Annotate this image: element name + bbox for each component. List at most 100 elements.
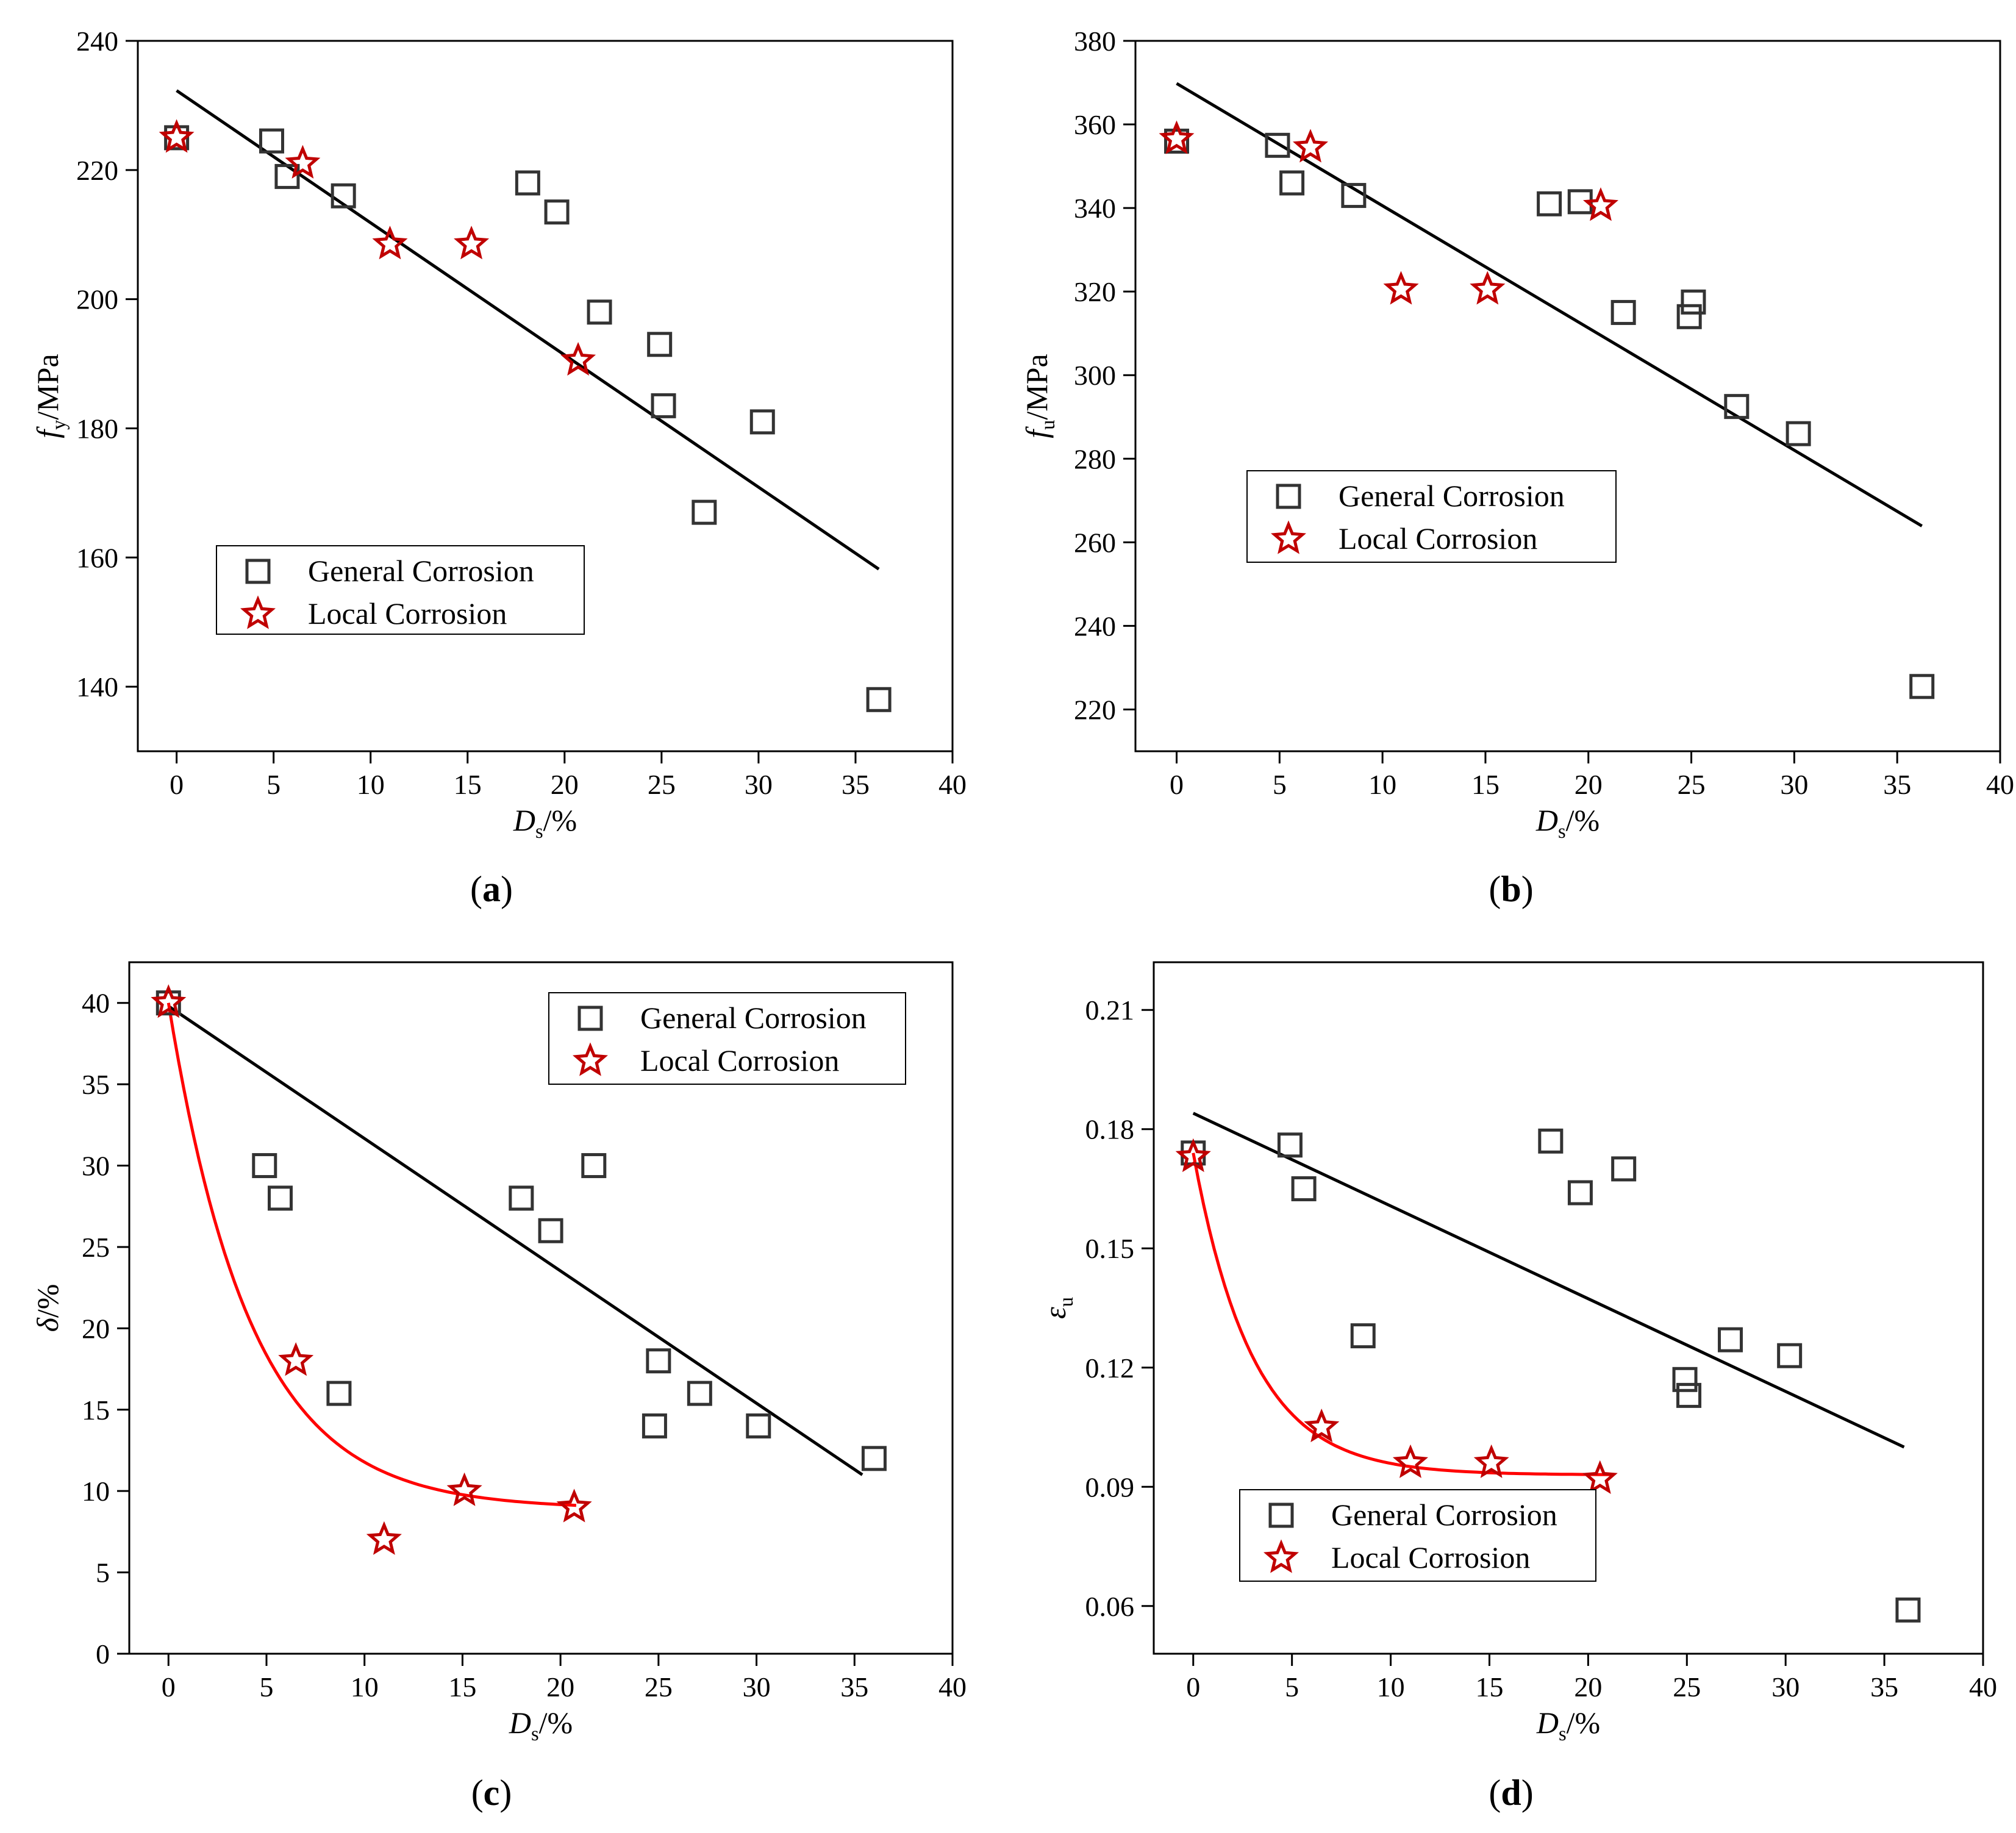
general-corrosion-point <box>642 1413 667 1438</box>
y-tick-label: 200 <box>76 284 118 315</box>
x-tick-label: 20 <box>551 769 579 800</box>
y-tick-label: 15 <box>82 1395 110 1426</box>
x-tick-label: 30 <box>743 1671 771 1703</box>
general-corrosion-point <box>268 1185 293 1211</box>
local-corrosion-point <box>454 226 490 260</box>
general-corrosion-point <box>687 1381 712 1406</box>
legend-entry-label: Local Corrosion <box>308 596 507 631</box>
general-corrosion-point <box>538 1218 563 1243</box>
x-tick-label: 15 <box>448 1671 476 1703</box>
legend-square-icon <box>1276 484 1301 509</box>
linear-fit-line <box>167 1004 863 1476</box>
y-tick-label: 240 <box>76 26 118 57</box>
x-tick-label: 40 <box>938 769 967 800</box>
general-corrosion-point <box>1279 170 1305 196</box>
x-tick-label: 20 <box>546 1671 574 1703</box>
chart-panel-d: 0 5 10 15 20 25 30 35 40 0.06 0.09 0.12 0.15 0.18 0.21… <box>1038 961 1997 1813</box>
x-tick-label: 0 <box>170 769 184 800</box>
y-tick-label: 30 <box>82 1151 110 1182</box>
local-corrosion-point <box>1473 1444 1509 1478</box>
x-tick-label: 5 <box>266 769 281 800</box>
general-corrosion-point <box>749 409 775 435</box>
y-tick-label: 0.12 <box>1085 1352 1135 1384</box>
chart-panel-b: 0 5 10 15 20 25 30 35 40 220 240 260 280 300 320 340 360… <box>1020 26 2014 909</box>
legend-entry-label: Local Corrosion <box>640 1043 839 1077</box>
general-corrosion-point <box>259 128 284 154</box>
legend-entry-label: Local Corrosion <box>1339 521 1537 556</box>
y-tick-label: 20 <box>82 1313 110 1344</box>
local-corrosion-point <box>1383 271 1419 305</box>
y-tick-label: 0 <box>96 1638 110 1670</box>
legend-star-icon <box>240 595 276 629</box>
local-corrosion-point <box>372 226 408 260</box>
general-corrosion-point <box>1164 128 1190 154</box>
legend-square-icon <box>577 1006 603 1031</box>
x-tick-label: 10 <box>351 1671 379 1703</box>
panel-label: (c) <box>471 1773 512 1813</box>
general-corrosion-point <box>1277 1132 1303 1158</box>
general-corrosion-point <box>544 199 570 225</box>
general-corrosion-point <box>1785 421 1811 446</box>
general-corrosion-point <box>1718 1327 1743 1352</box>
x-tick-label: 10 <box>1377 1671 1405 1703</box>
local-corrosion-point <box>366 1521 402 1555</box>
general-corrosion-point <box>331 183 356 209</box>
general-corrosion-point <box>1724 394 1750 420</box>
y-tick-label: 220 <box>76 155 118 186</box>
legend-star-icon <box>1270 520 1307 554</box>
exp-fit-curve <box>1192 1152 1614 1476</box>
x-tick-label: 25 <box>648 769 676 800</box>
x-tick-label: 15 <box>1475 1671 1503 1703</box>
linear-fit-line <box>1192 1112 1905 1449</box>
general-corrosion-point <box>252 1153 277 1179</box>
legend-square-icon <box>245 559 271 584</box>
chart-panel-a: 0 5 10 15 20 25 30 35 40 140 160 180 200 220 240 Ds/% fy… <box>30 26 967 909</box>
local-corrosion-point <box>1470 271 1506 305</box>
x-tick-label: 35 <box>1870 1671 1898 1703</box>
plot-frame <box>1134 40 2001 752</box>
x-tick-label: 15 <box>454 769 482 800</box>
y-tick-label: 0.06 <box>1085 1591 1135 1622</box>
x-axis-label: Ds/% <box>509 1706 573 1745</box>
y-tick-label: 40 <box>82 988 110 1019</box>
local-corrosion-point <box>446 1472 482 1506</box>
general-corrosion-point <box>515 170 540 196</box>
y-tick-label: 25 <box>82 1232 110 1263</box>
general-corrosion-point <box>861 1446 887 1471</box>
x-tick-label: 25 <box>1678 769 1706 800</box>
general-corrosion-point <box>326 1381 352 1406</box>
x-tick-label: 10 <box>357 769 385 800</box>
legend: General Corrosion Local Corrosion <box>548 992 906 1085</box>
x-tick-label: 20 <box>1575 769 1603 800</box>
local-corrosion-point <box>1293 129 1328 163</box>
y-tick-label: 280 <box>1074 443 1116 474</box>
general-corrosion-point <box>581 1153 607 1179</box>
x-tick-label: 0 <box>162 1671 176 1703</box>
local-corrosion-point <box>1175 1138 1211 1173</box>
general-corrosion-point <box>1909 674 1935 699</box>
plot-frame <box>1153 961 1984 1655</box>
plot-frame <box>128 961 954 1655</box>
y-axis-label: fu/MPa <box>1020 354 1059 438</box>
x-axis-label: Ds/% <box>1535 803 1600 843</box>
general-corrosion-point <box>1676 304 1702 329</box>
general-corrosion-point <box>692 499 717 525</box>
y-tick-label: 5 <box>96 1557 110 1588</box>
x-tick-label: 30 <box>1780 769 1808 800</box>
y-axis-label: εu <box>1038 1297 1078 1319</box>
x-tick-label: 35 <box>842 769 870 800</box>
y-axis-label: fy/MPa <box>30 354 70 438</box>
legend: General Corrosion Local Corrosion <box>1239 1489 1596 1582</box>
y-tick-label: 0.15 <box>1085 1233 1135 1264</box>
local-corrosion-point <box>1582 1460 1618 1494</box>
general-corrosion-point <box>1537 191 1562 216</box>
local-corrosion-point <box>1159 120 1195 154</box>
x-tick-label: 35 <box>840 1671 868 1703</box>
x-tick-label: 0 <box>1186 1671 1200 1703</box>
x-tick-label: 5 <box>1285 1671 1299 1703</box>
x-tick-label: 30 <box>1771 1671 1800 1703</box>
x-axis-label: Ds/% <box>1536 1706 1600 1745</box>
legend: General Corrosion Local Corrosion <box>1246 470 1617 563</box>
exp-fit-curve <box>166 1002 577 1507</box>
local-corrosion-point <box>1304 1408 1340 1443</box>
